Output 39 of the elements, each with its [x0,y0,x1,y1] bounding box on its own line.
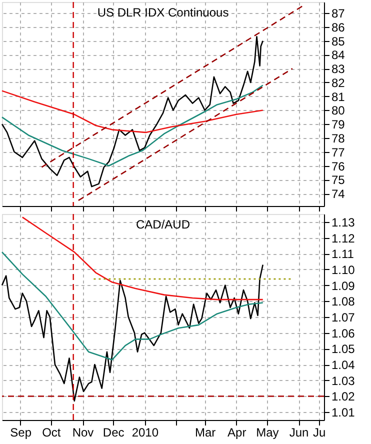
y-tick-label: 78 [332,132,346,146]
y-tick-label: 1.03 [332,374,356,388]
x-tick-label: 2010 [132,426,159,440]
y-tick-label: 1.08 [332,294,356,309]
chart-title: US DLR IDX Continuous [97,5,229,20]
y-tick-label: 1.05 [332,342,356,356]
x-tick-label: Ju [313,426,326,440]
x-tick-label: Mar [194,426,216,440]
y-tick-label: 77 [332,145,346,160]
y-tick-label: 1.11 [332,247,354,262]
x-tick-label: Oct [42,426,62,440]
y-tick-label: 80 [332,104,346,118]
x-tick-label: Apr [228,426,246,440]
y-tick-label: 1.01 [332,406,356,420]
x-tick-label: Nov [72,426,94,440]
y-tick-label: 82 [332,76,346,90]
y-tick-label: 1.10 [332,262,356,277]
y-tick-label: 1.06 [332,326,356,340]
y-tick-label: 1.12 [332,231,356,246]
y-tick-label: 74 [332,187,346,202]
y-tick-label: 1.09 [332,278,356,293]
y-tick-label: 87 [332,6,346,21]
y-tick-label: 1.07 [332,310,356,324]
y-tick-label: 1.02 [332,390,356,404]
y-tick-label: 76 [332,159,346,174]
x-tick-label: Jun [289,426,309,440]
y-tick-label: 86 [332,20,346,34]
x-tick-label: Dec [102,426,124,440]
y-tick-label: 75 [332,173,346,188]
y-tick-label: 79 [332,118,346,132]
x-tick-label: May [256,426,279,440]
y-tick-label: 1.04 [332,358,356,372]
y-tick-label: 1.13 [332,215,356,230]
chart-title: CAD/AUD [136,217,190,232]
y-tick-label: 81 [332,90,346,104]
x-tick-label: Sep [10,426,32,440]
y-tick-label: 85 [332,34,346,48]
y-tick-label: 83 [332,62,346,76]
y-tick-label: 84 [332,48,346,62]
